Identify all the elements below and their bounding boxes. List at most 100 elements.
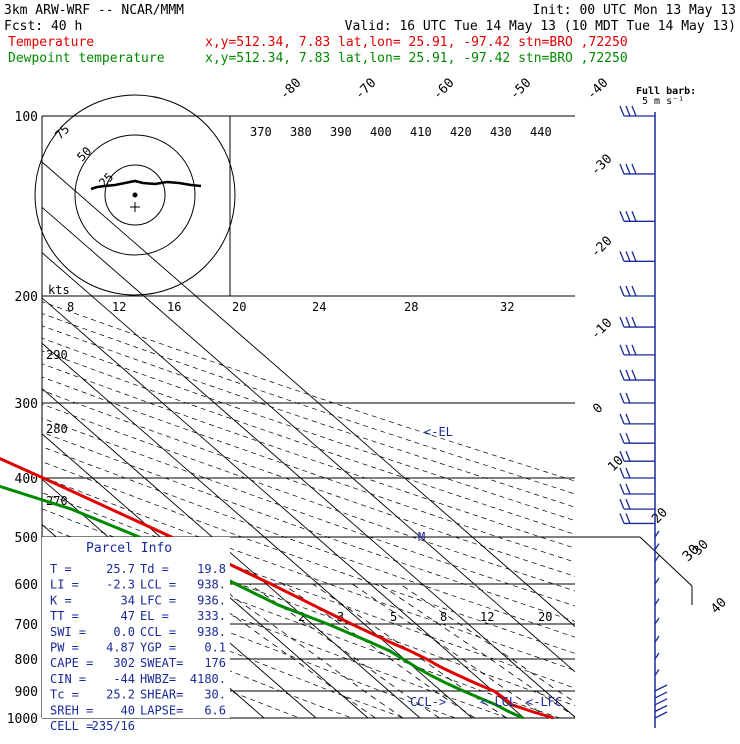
parcel-row: TT = 47 EL = 333. (50, 609, 226, 623)
parcel-label-2: EL = (140, 609, 169, 623)
dry-adiabat-310 (42, 508, 575, 707)
mixing-top-16: 16 (167, 300, 181, 314)
wind-barb-200 (619, 285, 655, 297)
mixing-ratio-28 (379, 583, 575, 717)
temp-axis-label--70: -70 (352, 76, 379, 103)
theta-e-label-290: 290 (46, 348, 68, 362)
temp-axis-label--60: -60 (430, 76, 457, 103)
parcel-label-2: SWEAT= (140, 656, 183, 670)
dry-adiabat-260 (42, 594, 386, 718)
temp-axis-label-40: 40 (708, 595, 730, 617)
wind-barb-300 (619, 392, 655, 404)
mixing-bottom-5: 5 (390, 610, 397, 624)
parcel-label: CELL = (50, 719, 93, 733)
pressure-tick-800: 800 (15, 653, 38, 668)
wind-barb-425 (619, 483, 655, 495)
wind-barb-125 (619, 163, 655, 175)
parcel-info-title: Parcel Info (86, 541, 172, 556)
isotherm-0 (42, 387, 421, 718)
theta-label-440: 440 (530, 125, 552, 139)
hodo-ring-label-75: 75 (52, 122, 72, 142)
isotherm-40 (42, 206, 575, 673)
wind-barb-350 (619, 432, 655, 444)
hodo-origin (132, 192, 138, 198)
wind-barb-850 (654, 669, 660, 676)
dry-adiabat-300 (42, 524, 575, 718)
mixing-top-20: 20 (232, 300, 246, 314)
temp-axis-label-10: 10 (605, 453, 627, 475)
parcel-label: TT = (50, 609, 79, 623)
parcel-label-2: SHEAR= (140, 688, 183, 702)
temp-axis-label--10: -10 (588, 316, 615, 343)
wind-barb-600 (654, 577, 660, 585)
dry-adiabat-350 (42, 446, 575, 638)
parcel-label-2: LAPSE= (140, 703, 183, 717)
parcel-label: T = (50, 562, 72, 576)
wind-barb-750 (654, 635, 660, 643)
temp-axis-label-0: 0 (590, 401, 606, 417)
pressure-tick-200: 200 (15, 290, 38, 305)
parcel-row: SWI = 0.0 CCL = 938. (50, 625, 226, 639)
temp-axis-label--40: -40 (584, 76, 611, 103)
parcel-value: 34 (121, 593, 135, 607)
parcel-label-2: YGP = (140, 641, 176, 655)
init-time: Init: 00 UTC Mon 13 May 13 (533, 3, 737, 18)
parcel-value-2: 936. (197, 593, 226, 607)
barb-key-units: 5 m s⁻¹ (642, 96, 684, 107)
isotherm--10 (42, 433, 369, 718)
parcel-label: SREH = (50, 703, 93, 717)
parcel-label: CAPE = (50, 656, 93, 670)
parcel-value: -44 (113, 672, 135, 686)
wind-barb-550 (654, 555, 660, 562)
parcel-row: CELL =235/16 (50, 719, 135, 733)
parcel-value: 25.2 (106, 688, 135, 702)
wind-barb-525 (654, 543, 660, 550)
m-marker: M (418, 530, 425, 544)
theta-label-430: 430 (490, 125, 512, 139)
dry-adiabat-430 (42, 337, 575, 522)
temperature-legend-info: x,y=512.34, 7.83 lat,lon= 25.91, -97.42 … (205, 35, 628, 50)
isotherm--80 (0, 116, 4, 718)
wind-barb-400 (619, 467, 655, 479)
pressure-tick-400: 400 (15, 472, 38, 487)
temperature-legend: Temperature (8, 35, 94, 50)
parcel-value-2: 938. (197, 625, 226, 639)
parcel-row: T = 25.7 Td = 19.8 (50, 562, 226, 576)
parcel-label-2: Td = (140, 562, 169, 576)
el-marker: <-EL (424, 425, 453, 439)
theta-e-label-280: 280 (46, 422, 68, 436)
wind-barb-800 (654, 652, 660, 660)
wind-barb-950 (654, 698, 668, 706)
wind-barb-225 (619, 316, 655, 328)
wind-barb-475 (619, 513, 655, 525)
parcel-value-2: 4180. (190, 672, 226, 686)
dry-adiabat-340 (42, 461, 575, 654)
parcel-value-2: 6.6 (204, 703, 226, 717)
dry-adiabat-360 (42, 431, 575, 622)
parcel-value-2: 938. (197, 578, 226, 592)
mixing-bottom-8: 8 (440, 610, 447, 624)
barb-key-title: Full barb: (636, 86, 696, 97)
wind-barbs (619, 105, 668, 728)
mixing-ratio-36 (399, 583, 575, 703)
parcel-label: K = (50, 593, 72, 607)
isotherm-20 (42, 297, 525, 718)
wind-barb-1000 (654, 711, 668, 719)
parcel-panel-bg (42, 537, 230, 718)
lower-frame-diag1 (639, 536, 693, 587)
pressure-tick-500: 500 (15, 531, 38, 546)
wind-barb-975 (654, 704, 668, 713)
wind-barb-450 (619, 498, 655, 510)
dry-adiabat-270 (42, 576, 438, 718)
lfc-marker: <-LFC (526, 695, 562, 709)
mixing-bottom-12: 12 (480, 610, 494, 624)
mixing-bottom-20: 20 (538, 610, 552, 624)
theta-label-390: 390 (330, 125, 352, 139)
temp-axis-label--30: -30 (588, 152, 615, 179)
parcel-value: 47 (121, 609, 135, 623)
wind-barb-250 (619, 344, 655, 356)
wind-barb-275 (619, 369, 655, 381)
hodo-trace (90, 179, 202, 191)
